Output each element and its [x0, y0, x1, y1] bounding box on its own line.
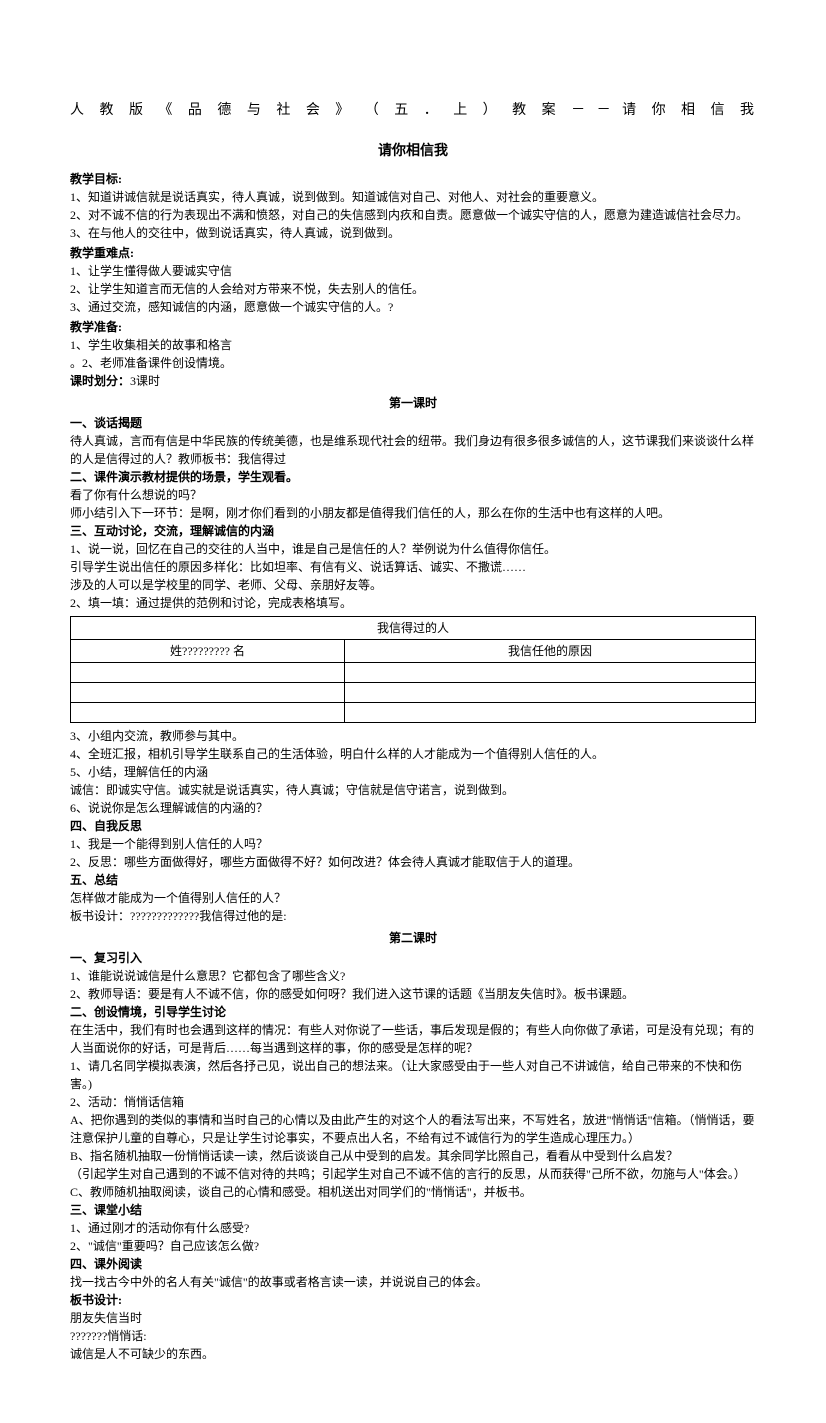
lesson2-title: 第二课时: [70, 929, 756, 947]
body-text: 4、全班汇报，相机引导学生联系自己的生活体验，明白什么样的人才能成为一个值得别人…: [70, 745, 756, 763]
difficulty-item: 1、让学生懂得做人要诚实守信: [70, 262, 756, 280]
difficulty-item: 2、让学生知道言而无信的人会给对方带来不悦，失去别人的信任。: [70, 280, 756, 298]
body-text: 1、请几名同学模拟表演，然后各抒己见，说出自己的想法来。（让大家感受由于一些人对…: [70, 1057, 756, 1093]
lesson1-sec2-title: 二、课件演示教材提供的场景，学生观看。: [70, 468, 756, 486]
body-text: 找一找古今中外的名人有关"诚信"的故事或者格言读一读，并说说自己的体会。: [70, 1273, 756, 1291]
body-text: 3、小组内交流，教师参与其中。: [70, 727, 756, 745]
body-text: 引导学生说出信任的原因多样化：比如坦率、有信有义、说话算话、诚实、不撒谎……: [70, 558, 756, 576]
body-text: 2、教师导语：要是有人不诚不信，你的感受如何呀？我们进入这节课的话题《当朋友失信…: [70, 985, 756, 1003]
body-text: 1、通过刚才的活动你有什么感受?: [70, 1219, 756, 1237]
body-text: 5、小结，理解信任的内涵: [70, 763, 756, 781]
periods-title: 课时划分：: [70, 374, 130, 388]
body-text: ???????悄悄话:: [70, 1327, 756, 1345]
prep-item: 1、学生收集相关的故事和格言: [70, 336, 756, 354]
breadcrumb-title: 人 教 版 《 品 德 与 社 会 》 （ 五 ． 上 ） 教 案 － － 请 …: [70, 100, 756, 121]
table-caption: 我信得过的人: [71, 617, 756, 640]
body-text: A、把你遇到的类似的事情和当时自己的心情以及由此产生的对这个人的看法写出来，不写…: [70, 1111, 756, 1147]
periods-line: 课时划分：3课时: [70, 372, 756, 390]
lesson1-sec4-title: 四、自我反思: [70, 817, 756, 835]
goal-item: 2、对不诚不信的行为表现出不满和愤怒，对自己的失信感到内疚和自责。愿意做一个诚实…: [70, 206, 756, 224]
goals-title: 教学目标:: [70, 170, 756, 188]
table-cell: [71, 683, 345, 703]
lesson2-sec2-title: 二、创设情境，引导学生讨论: [70, 1003, 756, 1021]
main-title: 请你相信我: [70, 141, 756, 162]
body-text: 板书设计：?????????????我信得过他的是:: [70, 907, 756, 925]
table-cell: [71, 703, 345, 723]
lesson1-sec3-title: 三、互动讨论，交流，理解诚信的内涵: [70, 522, 756, 540]
lesson2-sec4-title: 四、课外阅读: [70, 1255, 756, 1273]
table-cell: [71, 663, 345, 683]
trust-table: 我信得过的人 姓????????? 名 我信任他的原因: [70, 616, 756, 723]
lesson1-sec5-title: 五、总结: [70, 871, 756, 889]
lesson1-sec1-title: 一、谈话揭题: [70, 414, 756, 432]
table-header-reason: 我信任他的原因: [345, 640, 756, 663]
body-text: 怎样做才能成为一个值得别人信任的人？: [70, 889, 756, 907]
body-text: 2、活动：悄悄话信箱: [70, 1093, 756, 1111]
table-cell: [345, 703, 756, 723]
body-text: 朋友失信当时: [70, 1309, 756, 1327]
prep-item: 。2、老师准备课件创设情境。: [70, 354, 756, 372]
table-header-name: 姓????????? 名: [71, 640, 345, 663]
goal-item: 3、在与他人的交往中，做到说话真实，待人真诚，说到做到。: [70, 224, 756, 242]
body-text: 1、说一说，回忆在自己的交往的人当中，谁是自己是信任的人？举例说为什么值得你信任…: [70, 540, 756, 558]
body-text: 师小结引入下一环节：是啊，刚才你们看到的小朋友都是值得我们信任的人，那么在你的生…: [70, 504, 756, 522]
lesson2-sec1-title: 一、复习引入: [70, 949, 756, 967]
lesson2-sec3-title: 三、课堂小结: [70, 1201, 756, 1219]
body-text: 2、反思：哪些方面做得好，哪些方面做得不好？如何改进？体会待人真诚才能取信于人的…: [70, 853, 756, 871]
body-text: 待人真诚，言而有信是中华民族的传统美德，也是维系现代社会的纽带。我们身边有很多很…: [70, 432, 756, 468]
prep-title: 教学准备:: [70, 318, 756, 336]
table-cell: [345, 683, 756, 703]
table-cell: [345, 663, 756, 683]
body-text: 1、我是一个能得到别人信任的人吗？: [70, 835, 756, 853]
periods-text: 3课时: [130, 374, 160, 388]
difficulty-item: 3、通过交流，感知诚信的内涵，愿意做一个诚实守信的人。?: [70, 298, 756, 316]
goal-item: 1、知道讲诚信就是说话真实，待人真诚，说到做到。知道诚信对自己、对他人、对社会的…: [70, 188, 756, 206]
body-text: 诚信：即诚实守信。诚实就是说话真实，待人真诚；守信就是信守诺言，说到做到。: [70, 781, 756, 799]
body-text: C、教师随机抽取阅读，谈自己的心情和感受。相机送出对同学们的"悄悄话"，并板书。: [70, 1183, 756, 1201]
body-text: 涉及的人可以是学校里的同学、老师、父母、亲朋好友等。: [70, 576, 756, 594]
body-text: 6、说说你是怎么理解诚信的内涵的？: [70, 799, 756, 817]
lesson1-title: 第一课时: [70, 394, 756, 412]
difficulties-title: 教学重难点:: [70, 244, 756, 262]
body-text: 诚信是人不可缺少的东西。: [70, 1345, 756, 1363]
body-text: B、指名随机抽取一份悄悄话读一读，然后谈谈自己从中受到的启发。其余同学比照自己，…: [70, 1147, 756, 1165]
body-text: 在生活中，我们有时也会遇到这样的情况：有些人对你说了一些话，事后发现是假的；有些…: [70, 1021, 756, 1057]
body-text: 看了你有什么想说的吗？: [70, 486, 756, 504]
body-text: 2、"诚信"重要吗？自己应该怎么做?: [70, 1237, 756, 1255]
body-text: 2、填一填：通过提供的范例和讨论，完成表格填写。: [70, 594, 756, 612]
body-text: （引起学生对自己遇到的不诚不信对待的共鸣；引起学生对自己不诚不信的言行的反思，从…: [70, 1165, 756, 1183]
body-text: 1、谁能说说诚信是什么意思？它都包含了哪些含义?: [70, 967, 756, 985]
lesson2-sec5-title: 板书设计:: [70, 1291, 756, 1309]
